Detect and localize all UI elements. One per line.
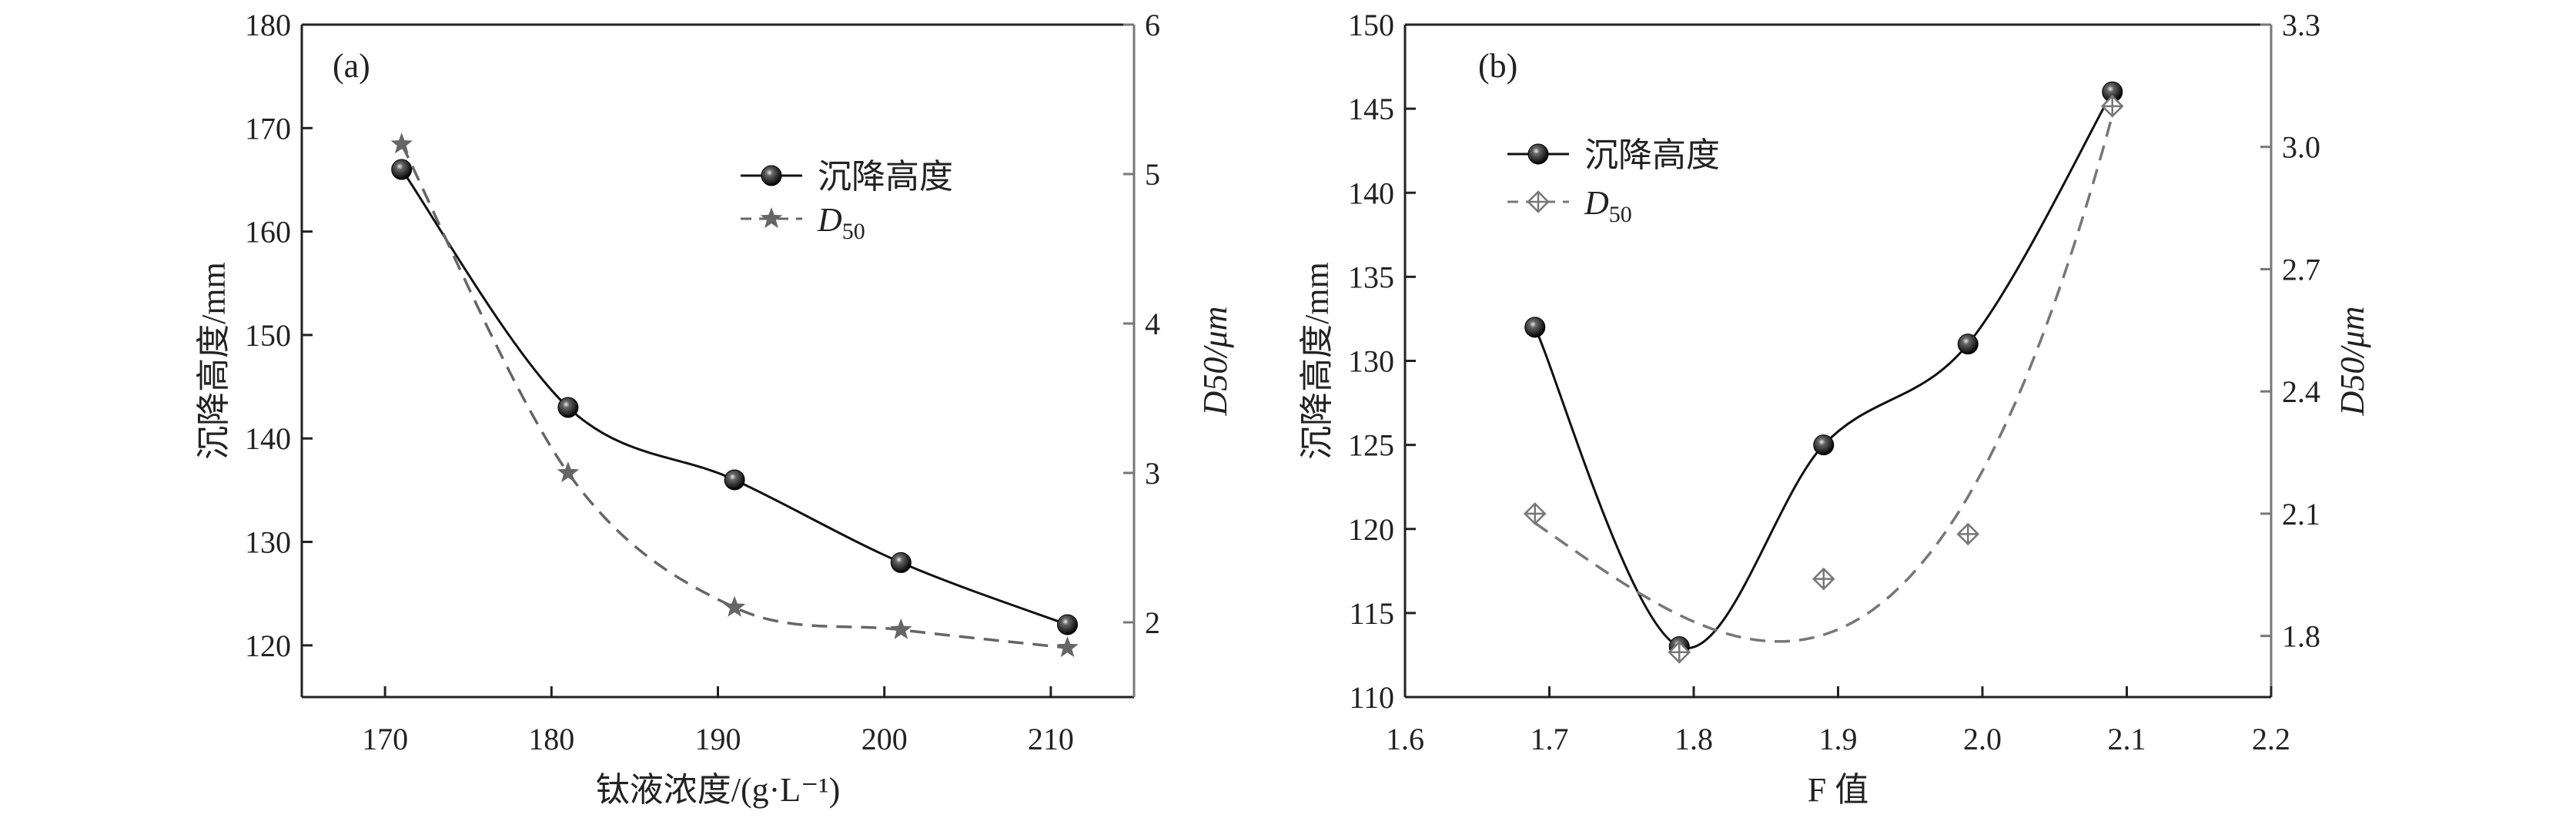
series-line-0 (400, 169, 1069, 626)
y-tick-label: 115 (1349, 596, 1394, 631)
y-tick-label: 140 (245, 421, 291, 456)
x-tick-label: 170 (362, 722, 408, 756)
cross-marker (1669, 642, 1690, 662)
data-point-crossed-diamond (1668, 641, 1691, 664)
x-tick-label: 210 (1028, 722, 1074, 756)
y2-tick-label: 4 (1145, 307, 1160, 341)
data-point-star (557, 461, 580, 483)
x-axis-label: F 值 (1808, 771, 1868, 809)
data-point-crossed-diamond (1956, 522, 1980, 546)
x-axis-label: 钛液浓度/(g·L⁻¹) (596, 771, 840, 809)
y-tick-label: 150 (245, 318, 291, 353)
x-tick-label: 180 (528, 722, 574, 756)
data-point-crossed-diamond (1812, 567, 1835, 591)
x-tick-label: 1.7 (1531, 722, 1569, 756)
cross-marker (1528, 192, 1548, 212)
data-point-star (1056, 636, 1079, 658)
y-tick-label: 120 (245, 629, 291, 663)
y-tick-label: 145 (1348, 92, 1394, 126)
y2-axis-label: D50/μm (1196, 307, 1234, 417)
legend-label: D50 (817, 201, 865, 244)
data-point-star (890, 618, 912, 639)
series-line-1 (1534, 115, 2114, 643)
y-tick-label: 110 (1349, 680, 1394, 715)
chart-a: 170 180 190 200 210 120 130 140 150 160 170 180 2 3 4 5… (195, 8, 1234, 809)
y-tick-label: 160 (245, 215, 291, 250)
x-tick-label: 190 (695, 722, 741, 756)
y-tick-label: 125 (1348, 428, 1394, 463)
data-point-sphere (890, 551, 912, 573)
panel-label: (b) (1478, 47, 1517, 85)
y-tick-label: 130 (245, 525, 291, 560)
y2-tick-label: 2.7 (2282, 252, 2320, 287)
data-point-sphere (1957, 334, 1979, 355)
x-tick-label: 1.9 (1819, 722, 1858, 756)
y-tick-label: 180 (245, 8, 291, 42)
legend-label: D50 (1584, 184, 1632, 227)
data-point-sphere (1524, 317, 1546, 338)
data-point-sphere (557, 397, 579, 418)
legend-label: 沉降高度 (818, 158, 953, 196)
data-point-crossed-diamond (2100, 95, 2124, 118)
chart-b: 1.6 1.7 1.8 1.9 2.0 2.1 2.2 110 115 120 125 130 135 1… (1298, 8, 2371, 809)
y2-tick-label: 1.8 (2282, 619, 2320, 654)
x-tick-label: 2.2 (2252, 722, 2290, 756)
y2-axis-label: D50/μm (2333, 307, 2371, 417)
y2-tick-label: 5 (1145, 157, 1160, 192)
data-point-sphere (724, 469, 745, 491)
data-point-star (760, 207, 783, 229)
cross-marker (1524, 503, 1545, 524)
data-point-star (723, 595, 746, 617)
y2-tick-label: 6 (1145, 8, 1160, 42)
y2-tick-label: 3.0 (2282, 130, 2320, 165)
x-tick-label: 2.0 (1963, 722, 2002, 756)
cross-marker (2102, 96, 2123, 116)
data-point-sphere (1527, 143, 1549, 165)
cross-marker (1813, 568, 1834, 589)
y-tick-label: 150 (1348, 8, 1394, 42)
x-tick-label: 200 (861, 722, 908, 756)
panel-label: (a) (333, 47, 370, 85)
y-tick-label: 140 (1348, 176, 1394, 210)
data-point-crossed-diamond (1523, 502, 1547, 525)
y-tick-label: 120 (1348, 512, 1394, 547)
legend-label: 沉降高度 (1584, 136, 1720, 174)
y2-tick-label: 3 (1145, 456, 1160, 491)
cross-marker (1958, 524, 1979, 545)
y-axis-label: 沉降高度/mm (195, 262, 233, 460)
y2-tick-label: 3.3 (2282, 8, 2320, 42)
series-line-1 (400, 143, 1068, 649)
series-line-0 (1534, 91, 2114, 650)
data-point-sphere (1813, 434, 1835, 456)
y-tick-label: 135 (1348, 260, 1394, 294)
data-point-star (390, 132, 413, 154)
data-point-sphere (391, 159, 413, 180)
x-tick-label: 1.6 (1386, 722, 1424, 756)
y-tick-label: 130 (1348, 344, 1394, 379)
y-axis-label: 沉降高度/mm (1298, 262, 1336, 460)
data-point-sphere (761, 165, 782, 186)
data-point-sphere (1057, 614, 1079, 635)
x-tick-label: 1.8 (1674, 722, 1713, 756)
y2-tick-label: 2 (1145, 605, 1160, 640)
data-point-crossed-diamond (1527, 190, 1550, 213)
y-tick-label: 170 (245, 111, 291, 146)
x-tick-label: 2.1 (2108, 722, 2146, 756)
y2-tick-label: 2.4 (2282, 374, 2320, 409)
y2-tick-label: 2.1 (2282, 497, 2320, 531)
